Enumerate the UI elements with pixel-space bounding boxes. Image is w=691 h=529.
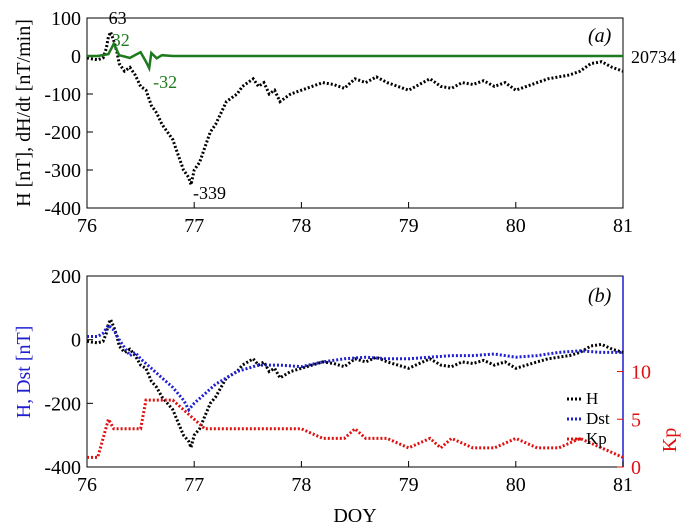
panel-b-series <box>86 316 624 459</box>
x-tick-label: 80 <box>506 474 526 496</box>
x-tick-label: 79 <box>399 215 419 237</box>
y-tick-label: -200 <box>44 393 81 415</box>
panel-a-series <box>86 28 624 191</box>
x-tick-label: 81 <box>613 215 633 237</box>
series-line-dst <box>87 323 623 413</box>
panel-b-label: (b) <box>588 285 612 307</box>
legend-label-h: H <box>586 389 598 408</box>
panel-b-xlabel: DOY <box>333 505 376 527</box>
x-tick-label: 78 <box>291 215 311 237</box>
panel-a-label: (a) <box>588 25 612 47</box>
series-line-h <box>86 316 624 453</box>
panel-b-ylabel: H, Dst [nT] <box>13 326 35 419</box>
y2-tick-label: 0 <box>631 457 641 479</box>
panel-a-ylabel: H [nT], dH/dt [nT/min] <box>13 19 35 207</box>
legend-label-dst: Dst <box>586 409 610 428</box>
x-tick-label: 78 <box>291 474 311 496</box>
panel-b-y2label: Kp <box>659 428 681 452</box>
series-line-h <box>86 28 624 191</box>
series-line-dhdt <box>87 40 623 73</box>
x-tick-label: 76 <box>77 215 97 237</box>
y-tick-label: -100 <box>44 84 81 106</box>
annotation-label: 20734 <box>631 47 676 67</box>
panel-b-frame <box>86 275 624 468</box>
x-tick-label: 76 <box>77 474 97 496</box>
annotation-label: -339 <box>193 183 226 203</box>
x-tick-label: 77 <box>184 474 204 496</box>
x-tick-label: 77 <box>184 215 204 237</box>
x-tick-label: 79 <box>399 474 419 496</box>
y-tick-label: -400 <box>44 198 81 220</box>
y2-tick-label: 5 <box>631 409 641 431</box>
series-line-kp <box>87 398 624 459</box>
panel-b: 76 77 78 79 80 81 200 0 -200 -400 10 5 0 (b) H, Dst … <box>13 266 681 527</box>
x-tick-label: 80 <box>506 215 526 237</box>
annotation-label: 32 <box>112 30 130 50</box>
y-tick-label: -300 <box>44 160 81 182</box>
y-tick-label: 0 <box>71 46 81 68</box>
y-tick-label: -200 <box>44 122 81 144</box>
panel-a-frame <box>86 17 624 209</box>
y-tick-label: 0 <box>71 330 81 352</box>
panel-b-ticks: 76 77 78 79 80 81 200 0 -200 -400 10 5 0 <box>44 266 651 496</box>
annotation-label: -32 <box>153 72 177 92</box>
panel-a-ticks: 76 77 78 79 80 81 100 0 -100 -200 -300 -400 <box>44 8 633 237</box>
y2-tick-label: 10 <box>631 362 651 384</box>
legend-label-kp: Kp <box>586 429 607 448</box>
y-tick-label: 200 <box>51 266 81 288</box>
y-tick-label: 100 <box>51 8 81 30</box>
x-tick-label: 81 <box>613 474 633 496</box>
annotation-label: 63 <box>109 8 127 28</box>
y-tick-label: -400 <box>44 457 81 479</box>
